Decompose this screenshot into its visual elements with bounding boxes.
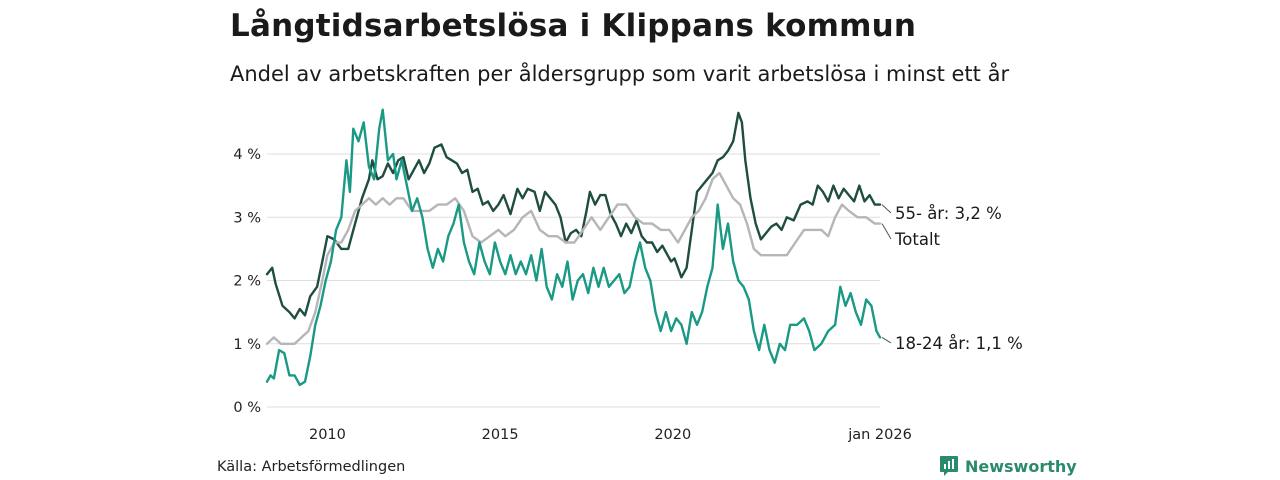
chart-subtitle: Andel av arbetskraften per åldersgrupp s…: [230, 62, 1010, 86]
series-line-total: [265, 171, 882, 345]
y-tick-label: 4 %: [233, 147, 261, 163]
chart-title: Långtidsarbetslösa i Klippans kommun: [230, 8, 917, 44]
end-label-total: Totalt: [894, 230, 941, 249]
grid-lines: [267, 153, 880, 408]
series-lines: [265, 108, 882, 387]
y-tick-label: 0 %: [233, 400, 261, 416]
y-tick-label: 1 %: [233, 337, 261, 353]
end-labels: 55- år: 3,2 % Totalt 18-24 år: 1,1 %: [881, 204, 1023, 353]
leader-line-age18_24: [881, 336, 892, 344]
x-tick-label: 2010: [309, 427, 346, 443]
y-tick-label: 3 %: [233, 210, 261, 226]
series-line-age18_24: [265, 108, 882, 387]
end-label-age18_24: 18-24 år: 1,1 %: [895, 334, 1023, 353]
x-tick-label: 2020: [654, 427, 691, 443]
x-tick-label: 2015: [482, 427, 519, 443]
leader-line-age55: [881, 204, 892, 214]
end-label-age55: 55- år: 3,2 %: [895, 204, 1002, 223]
series-line-age55: [265, 111, 882, 320]
y-axis-ticks: 0 % 1 % 2 % 3 % 4 %: [233, 147, 261, 416]
source-note: Källa: Arbetsförmedlingen: [217, 459, 406, 475]
x-tick-label: jan 2026: [847, 427, 912, 443]
brand-name: Newsworthy: [965, 456, 1077, 476]
x-axis-ticks: 2010 2015 2020 jan 2026: [309, 427, 912, 443]
y-tick-label: 2 %: [233, 274, 261, 290]
leader-line-total: [881, 223, 892, 240]
newsworthy-logo: Newsworthy: [939, 455, 1077, 477]
newsworthy-icon: [940, 456, 958, 476]
